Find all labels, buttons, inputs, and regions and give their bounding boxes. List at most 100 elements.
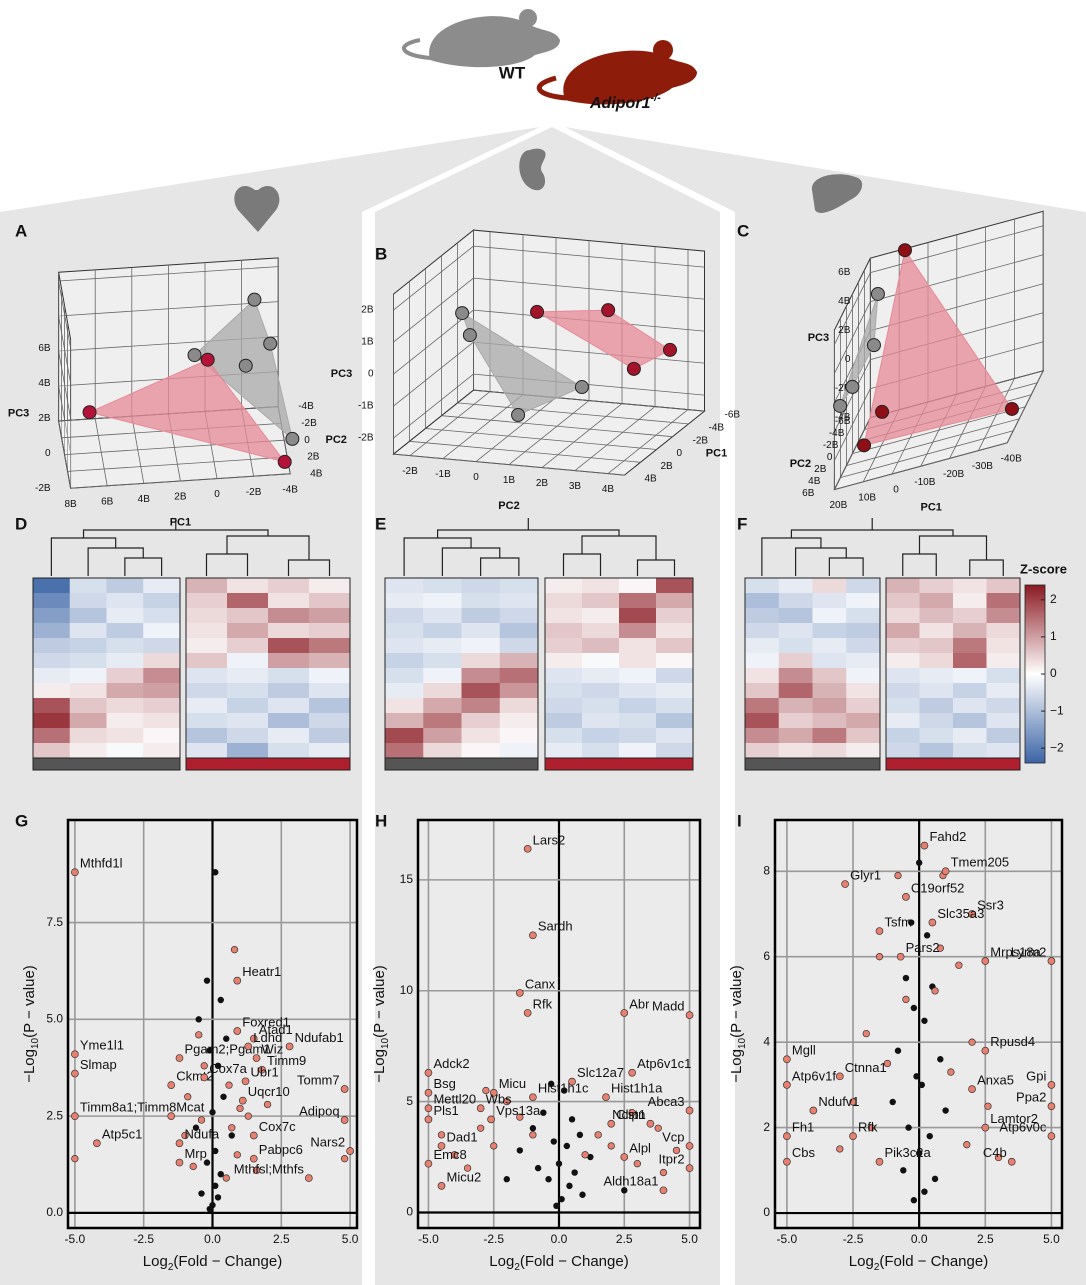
heatmap-cell [69, 638, 107, 654]
heatmap-cell [656, 728, 694, 744]
point [923, 932, 931, 939]
hit-point [867, 1123, 876, 1132]
panel-letter: H [375, 811, 387, 830]
heatmap-cell [143, 698, 181, 714]
gene-point [71, 1112, 79, 1120]
gene-label: Tomm7 [297, 1072, 340, 1087]
gene-label: Heatr1 [242, 964, 281, 979]
point [558, 1195, 565, 1203]
pca-tick-label: 3B [569, 481, 582, 492]
axis-title-part: (P − value) [728, 965, 745, 1038]
gene-label: Wbs [486, 1092, 512, 1107]
hit-point [633, 1160, 641, 1168]
pca-point [285, 431, 300, 446]
pca-tick-label: 0 [893, 485, 899, 496]
heatmap-cell [143, 743, 181, 759]
heatmap-cell [986, 578, 1021, 594]
colorbar-tick-label: 2 [1050, 592, 1057, 606]
heatmap-cell [309, 623, 351, 639]
pca-grid-line [834, 301, 871, 374]
gene-point [175, 1139, 184, 1148]
point [198, 1190, 205, 1197]
x-tick-label: -2.5 [843, 1232, 864, 1246]
heatmap-cell [986, 638, 1021, 654]
gene-point [968, 910, 976, 918]
heatmap-cell [919, 668, 954, 684]
gene-point [685, 1142, 694, 1150]
hit-point [503, 1097, 511, 1106]
heatmap-cell [545, 608, 583, 624]
pca-tick-label: 4B [602, 484, 615, 495]
axis-title-part: 10 [737, 1037, 748, 1049]
pca-tick-label: -20B [943, 469, 964, 480]
heatmap-cell [986, 698, 1021, 714]
heatmap-cell [953, 593, 987, 609]
hit-point [71, 1155, 79, 1163]
pca-tick-label: 1B [503, 475, 516, 486]
heatmap-cell [812, 653, 847, 669]
pca-tick-label: -10B [914, 477, 935, 488]
gene-label: Timm9 [267, 1053, 306, 1068]
gene-label: Sardh [538, 919, 573, 934]
heatmap-cell [423, 668, 462, 684]
heatmap-cell [106, 728, 144, 744]
gene-label: Aldh18a1 [603, 1174, 658, 1189]
gene-point [1047, 1081, 1056, 1089]
pca-tick-label: 0 [368, 369, 374, 380]
heatmap [744, 518, 1021, 771]
gene-label: Fahd2 [929, 829, 966, 844]
heatmap-cell [69, 728, 107, 744]
pca-plot: 8B 6B 4B 2B 0 -2B -4B PC1 -4B -2B 0 2B 4B PC2 -2B 0 2B 4B… [8, 257, 347, 529]
heatmap-cell [656, 638, 694, 654]
hit-point [195, 1031, 203, 1039]
pca-tick-label: 4B [38, 378, 51, 389]
gene-label: Micu2 [447, 1169, 482, 1184]
gene-label: Mthfd1l [80, 856, 123, 871]
heatmap-cell [919, 638, 954, 654]
heatmap-cell [919, 713, 954, 729]
point [214, 1194, 222, 1201]
heatmap-cell [745, 638, 780, 654]
heatmap-cell [385, 593, 424, 609]
pca-tick-label: 2B [174, 492, 187, 503]
heatmap-cell [69, 578, 107, 594]
heatmap-cell [953, 653, 987, 669]
pca-tick-label: -2B [301, 418, 317, 429]
point [889, 1098, 896, 1106]
heatmap-cell [69, 608, 107, 624]
heatmap-cell [953, 638, 987, 654]
pca-point [187, 348, 202, 363]
heatmap-cell [745, 653, 780, 669]
pca-tick-label: 2B [536, 478, 549, 489]
heatmap-cell [846, 683, 881, 699]
gene-point [175, 1054, 184, 1062]
gap [362, 212, 375, 1285]
gene-label: Vcp [662, 1129, 684, 1144]
hit-point [244, 1112, 252, 1120]
heatmap-cell [846, 653, 881, 669]
heatmap-cell [461, 713, 501, 729]
hit-point [936, 944, 944, 952]
pca-grid-line [393, 245, 474, 311]
gene-point [1047, 957, 1056, 965]
gene-point [489, 1088, 498, 1097]
heatmap-cell [268, 653, 310, 669]
pca-tick-label: -4B [835, 412, 851, 423]
y-tick-label: 0 [406, 1205, 413, 1219]
gene-point [424, 1088, 433, 1097]
heatmap-cell [582, 668, 620, 684]
x-tick-label: 5.0 [342, 1232, 359, 1246]
heatmap-cell [812, 683, 847, 699]
pca-axis-label: PC1 [706, 447, 727, 459]
y-tick-label: 5.0 [46, 1012, 63, 1026]
pca-grid-line [58, 266, 279, 282]
hit-point [672, 1146, 681, 1155]
heatmap-cell [423, 623, 462, 639]
heatmap-cell [846, 713, 881, 729]
plot-border [773, 818, 1064, 1230]
pca-axis-label: PC2 [325, 434, 346, 446]
heatmap-cell [582, 578, 620, 594]
heatmap-cell [33, 698, 71, 714]
legend-title: Z-score [1020, 561, 1067, 576]
